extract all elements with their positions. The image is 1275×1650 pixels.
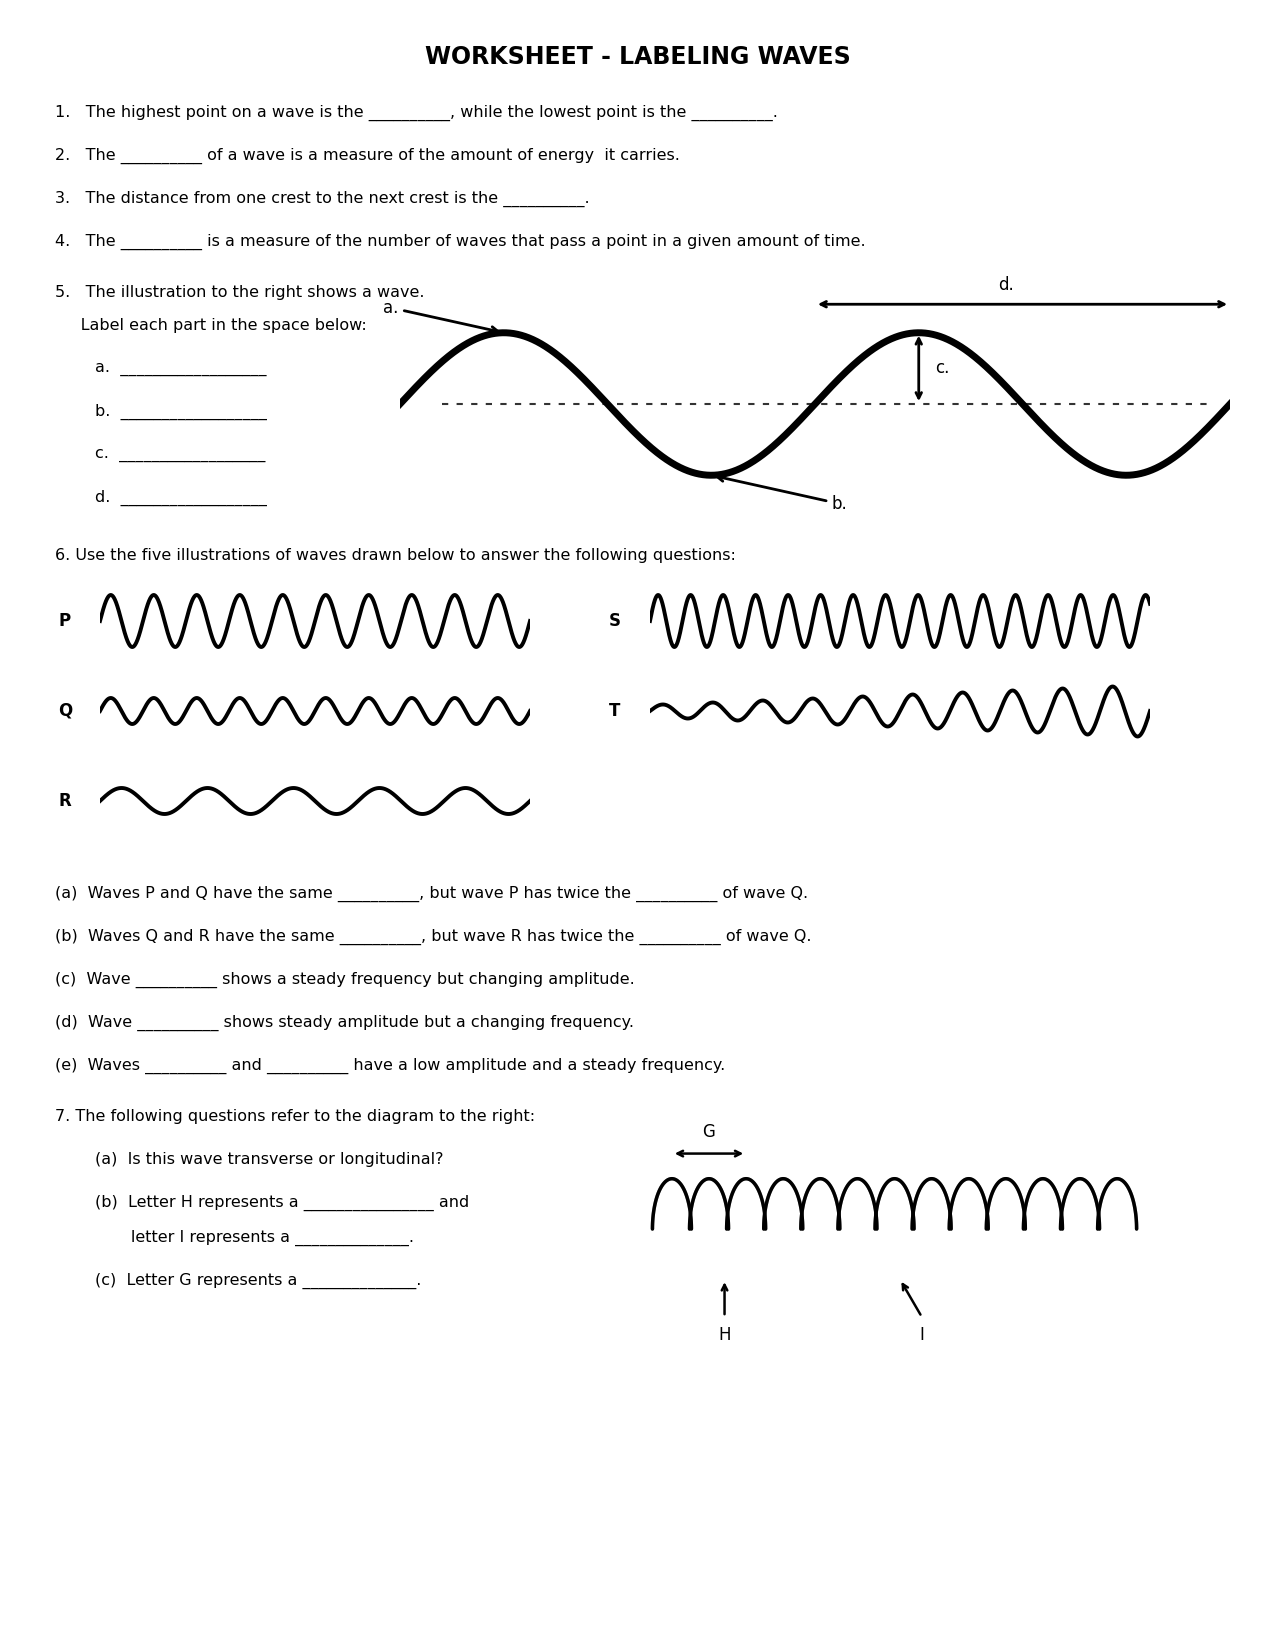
Text: 7. The following questions refer to the diagram to the right:: 7. The following questions refer to the …: [55, 1109, 536, 1124]
Text: Q: Q: [57, 701, 73, 719]
Text: c.  __________________: c. __________________: [96, 447, 265, 462]
Text: c.: c.: [936, 360, 950, 378]
Text: (a)  Waves P and Q have the same __________, but wave P has twice the __________: (a) Waves P and Q have the same ________…: [55, 886, 808, 903]
Text: (b)  Letter H represents a ________________ and: (b) Letter H represents a ______________…: [96, 1195, 469, 1211]
Text: P: P: [59, 612, 71, 630]
Text: b.: b.: [717, 475, 848, 513]
Text: S: S: [609, 612, 621, 630]
Text: (c)  Wave __________ shows a steady frequency but changing amplitude.: (c) Wave __________ shows a steady frequ…: [55, 972, 635, 988]
Text: Label each part in the space below:: Label each part in the space below:: [55, 318, 367, 333]
Text: (e)  Waves __________ and __________ have a low amplitude and a steady frequency: (e) Waves __________ and __________ have…: [55, 1058, 725, 1074]
Text: (a)  Is this wave transverse or longitudinal?: (a) Is this wave transverse or longitudi…: [96, 1152, 444, 1167]
Text: 3.   The distance from one crest to the next crest is the __________.: 3. The distance from one crest to the ne…: [55, 191, 589, 208]
Text: H: H: [718, 1327, 731, 1345]
Text: 5.   The illustration to the right shows a wave.: 5. The illustration to the right shows a…: [55, 285, 425, 300]
Text: G: G: [703, 1124, 715, 1142]
Text: letter I represents a ______________.: letter I represents a ______________.: [96, 1229, 414, 1246]
Text: I: I: [919, 1327, 924, 1345]
Text: 4.   The __________ is a measure of the number of waves that pass a point in a g: 4. The __________ is a measure of the nu…: [55, 234, 866, 251]
Text: (b)  Waves Q and R have the same __________, but wave R has twice the __________: (b) Waves Q and R have the same ________…: [55, 929, 811, 945]
Text: WORKSHEET - LABELING WAVES: WORKSHEET - LABELING WAVES: [425, 45, 850, 69]
Text: d.: d.: [998, 276, 1014, 294]
Text: a.  __________________: a. __________________: [96, 361, 266, 376]
Text: d.  __________________: d. __________________: [96, 490, 266, 507]
Text: R: R: [59, 792, 71, 810]
Text: b.  __________________: b. __________________: [96, 404, 266, 421]
Text: T: T: [609, 701, 621, 719]
Text: a.: a.: [384, 299, 499, 333]
Text: 2.   The __________ of a wave is a measure of the amount of energy  it carries.: 2. The __________ of a wave is a measure…: [55, 148, 680, 165]
Text: (c)  Letter G represents a ______________.: (c) Letter G represents a ______________…: [96, 1274, 421, 1289]
Text: 1.   The highest point on a wave is the __________, while the lowest point is th: 1. The highest point on a wave is the __…: [55, 106, 778, 120]
Text: 6. Use the five illustrations of waves drawn below to answer the following quest: 6. Use the five illustrations of waves d…: [55, 548, 736, 563]
Text: (d)  Wave __________ shows steady amplitude but a changing frequency.: (d) Wave __________ shows steady amplitu…: [55, 1015, 634, 1031]
